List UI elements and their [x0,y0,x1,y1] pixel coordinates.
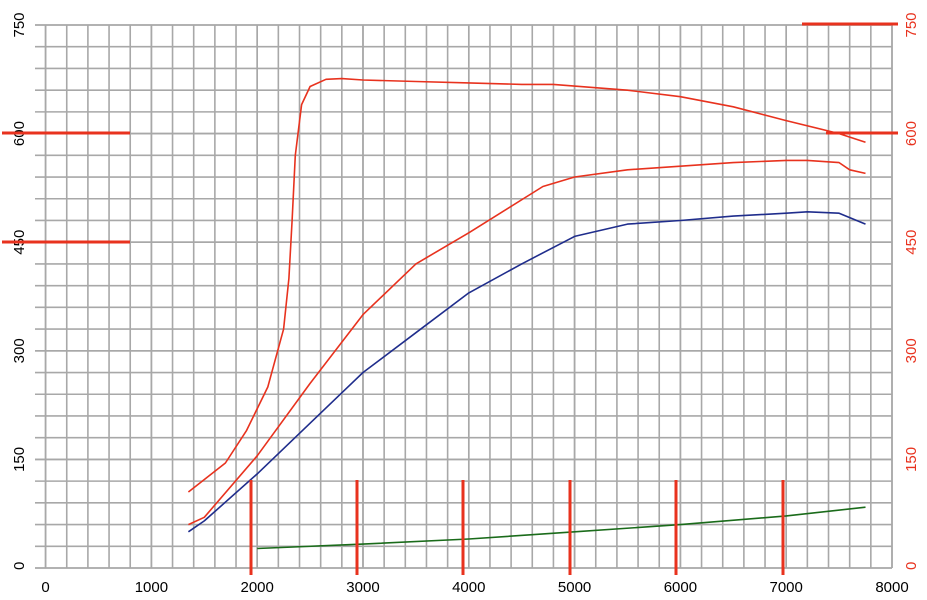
x-tick-label: 2000 [240,579,273,596]
y2-tick-label: 600 [903,121,920,146]
x-tick-label: 0 [41,579,49,596]
y-tick-label: 0 [11,562,28,570]
y2-tick-label: 750 [903,12,920,37]
y2-tick-label: 300 [903,338,920,363]
x-tick-label: 7000 [770,579,803,596]
series-line [257,506,866,550]
y2-tick-label: 0 [903,562,920,570]
y-tick-label: 150 [11,447,28,472]
x-tick-label: 1000 [135,579,168,596]
x-tick-label: 6000 [664,579,697,596]
x-tick-label: 3000 [346,579,379,596]
y-tick-label: 750 [11,12,28,37]
series-line [187,77,866,493]
x-tick-label: 8000 [875,579,908,596]
y2-tick-label: 150 [903,447,920,472]
series-line [188,159,866,526]
x-tick-label: 4000 [452,579,485,596]
x-tick-label: 5000 [558,579,591,596]
y-tick-label: 300 [11,338,28,363]
reference-markers [2,22,898,575]
minor-grid [35,24,893,569]
series-line [187,211,866,533]
y2-tick-label: 450 [903,230,920,255]
